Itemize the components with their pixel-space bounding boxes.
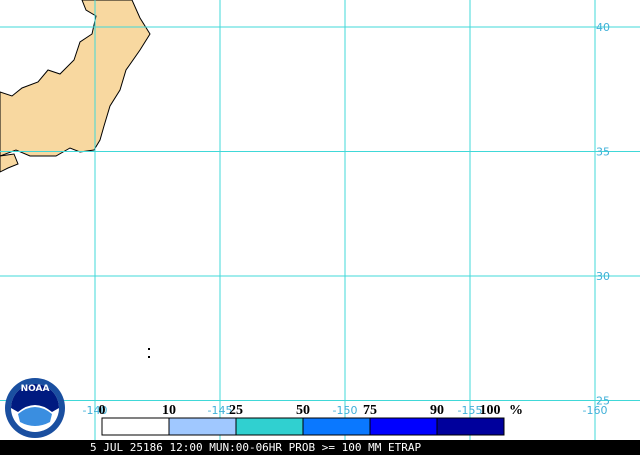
lat-label: 40 [596,21,610,34]
footer-bar [0,440,640,455]
island [148,356,150,358]
lat-label: 25 [596,395,610,408]
lon-label: -140 [83,404,108,417]
island [0,153,19,173]
lat-label: 30 [596,270,610,283]
legend-swatch [235,417,304,436]
legend-swatch [168,417,237,436]
legend-label: 75 [363,403,377,418]
legend-label: 10 [162,403,176,418]
lon-label: -160 [583,404,608,417]
legend-label: 0 [99,403,106,418]
legend-swatch [436,417,505,436]
lon-label: -145 [208,404,233,417]
footer-text: 5 JUL 25186 12:00 MUN:00-06HR PROB >= 10… [90,441,422,454]
logo-text: NOAA [21,384,50,394]
lat-label: 35 [596,146,610,159]
legend-label: 25 [229,403,243,418]
legend-label: 50 [296,403,310,418]
lon-label: -155 [458,404,483,417]
legend-swatch [369,417,438,436]
island [148,348,150,350]
land [0,0,151,157]
noaa-logo: NOAA [5,378,65,438]
legend-unit: % [509,403,523,418]
legend-label: 90 [430,403,444,418]
legend-label: 100 [480,403,501,418]
legend-swatch [302,417,371,436]
legend-swatch [101,417,170,436]
lon-label: -150 [333,404,358,417]
